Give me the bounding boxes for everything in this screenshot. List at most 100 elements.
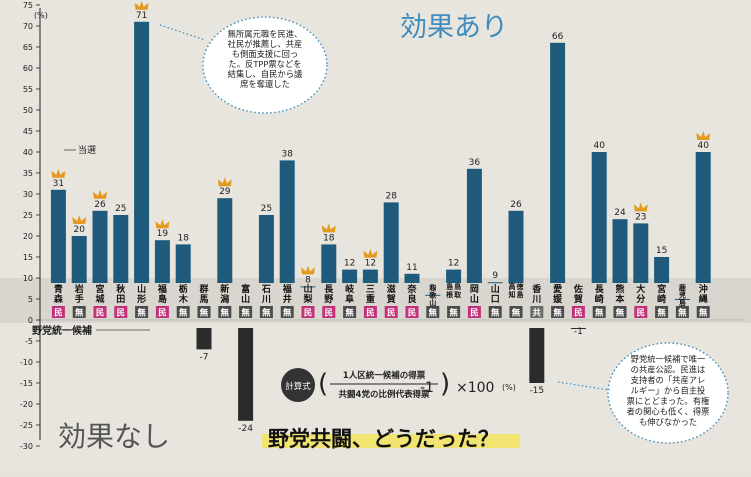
- category-label: 石: [261, 284, 271, 295]
- category-label: 福: [282, 283, 292, 295]
- bar: [175, 244, 191, 283]
- bar-value-label: 31: [53, 179, 64, 189]
- candidate-badge-label: 無: [678, 308, 687, 319]
- crown-icon: [155, 219, 170, 229]
- candidate-badge: [405, 306, 419, 318]
- category-label: 岐: [345, 283, 355, 295]
- category-label: 島: [446, 282, 453, 291]
- top-note-line: 席を奪還した: [240, 79, 290, 89]
- category-label: 青: [54, 283, 63, 295]
- bar: [654, 257, 670, 283]
- bar: [695, 152, 711, 283]
- category-label: 川: [261, 294, 271, 305]
- candidate-badge-label: 無: [429, 308, 438, 319]
- bar-value-label: 8: [305, 275, 311, 285]
- formula: 計算式 ( 1人区統一候補の得票 共闘4党の比例代表得票 -1 ) ×100 (…: [281, 368, 516, 402]
- category-label: 梨: [302, 293, 313, 305]
- y-tick-label: 35: [23, 169, 33, 178]
- candidate-badge: [655, 306, 669, 318]
- category-label: 縄: [699, 293, 708, 305]
- candidate-badge-label: 無: [221, 308, 230, 319]
- candidate-badge: [280, 306, 294, 318]
- bar-value-label: 9: [492, 271, 498, 281]
- crown-icon: [134, 0, 149, 10]
- bar: [570, 328, 586, 329]
- bar-value-label: 23: [635, 212, 646, 222]
- bar: [383, 202, 399, 283]
- category-label: 知: [508, 290, 516, 299]
- bar-value-label: 25: [115, 204, 126, 214]
- candidate-badge-label: 無: [345, 308, 354, 319]
- y-tick-label: -10: [20, 358, 33, 367]
- category-label: 和: [428, 283, 436, 292]
- crown-icon: [51, 168, 66, 178]
- crown-icon: [363, 248, 378, 258]
- bottom-note-line: ルギー」から自主投: [631, 386, 706, 396]
- candidate-badge-label: 民: [574, 309, 583, 319]
- formula-numerator: 1人区統一候補の得票: [343, 370, 426, 381]
- bar-value-label: -15: [529, 386, 544, 396]
- candidate-badge-label: 民: [158, 309, 167, 319]
- category-label: 根: [446, 290, 453, 299]
- formula-unit: (%): [502, 383, 516, 392]
- candidate-badge: [343, 306, 357, 318]
- category-label: 重: [366, 293, 375, 305]
- bar: [466, 168, 482, 283]
- category-label: 山: [137, 283, 146, 295]
- category-label: 馬: [198, 294, 208, 305]
- candidate-badge-label: 民: [325, 309, 334, 319]
- category-label: 新: [220, 283, 229, 295]
- candidate-badge: [571, 306, 585, 318]
- candidate-badge: [259, 306, 273, 318]
- bar: [238, 328, 254, 421]
- bar-value-label: 5: [680, 288, 686, 298]
- bar-value-label: 12: [365, 259, 376, 269]
- category-label: 良: [407, 293, 416, 305]
- candidate-badge: [696, 306, 710, 318]
- candidate-badge: [613, 306, 627, 318]
- candidate-badge-label: 無: [512, 308, 521, 319]
- candidate-badge: [488, 306, 502, 318]
- category-label: 宮: [95, 283, 104, 295]
- category-label: 栃: [179, 283, 188, 295]
- candidate-badge: [239, 306, 253, 318]
- category-label: 沖: [699, 283, 708, 295]
- y-tick-label: 45: [23, 127, 33, 136]
- bar-value-label: 40: [697, 141, 709, 151]
- top-note-line: た。反TPP票などを: [228, 59, 301, 69]
- bar-value-label: 38: [281, 149, 293, 159]
- bar-value-label: 24: [614, 208, 626, 218]
- bar: [300, 286, 316, 288]
- candidate-badge-label: 無: [283, 308, 292, 319]
- candidate-badge: [509, 306, 523, 318]
- crown-icon: [93, 189, 107, 199]
- candidate-badge: [447, 306, 461, 318]
- bar-value-label: 36: [469, 158, 481, 168]
- crown-icon: [72, 215, 87, 224]
- bar: [321, 244, 337, 283]
- category-label: 取: [454, 290, 462, 299]
- candidate-label: 野党統一候補: [32, 324, 92, 337]
- category-label: 井: [283, 293, 292, 305]
- bar: [487, 282, 503, 284]
- bar: [342, 269, 358, 283]
- y-tick-label: -20: [20, 400, 33, 409]
- category-label: 愛: [553, 283, 562, 295]
- y-tick-label: 75: [23, 1, 33, 10]
- top-note-line: 結集し、自民から議: [228, 69, 303, 79]
- category-label: 山: [470, 293, 479, 305]
- y-unit-label: (%): [34, 11, 48, 20]
- bar: [591, 152, 607, 283]
- category-label: 山: [241, 293, 250, 305]
- candidate-badge-label: 無: [491, 308, 500, 319]
- y-tick-label: -15: [20, 379, 33, 388]
- candidate-badge-label: 民: [96, 309, 105, 319]
- category-label: 賀: [386, 293, 396, 305]
- effect-yes-label: 効果あり: [400, 12, 508, 43]
- category-label: 山: [429, 298, 436, 307]
- bottom-note-line: の共産公認。民進は: [631, 365, 706, 375]
- category-label: 野: [324, 294, 333, 305]
- bar-value-label: 26: [94, 200, 106, 210]
- bar: [134, 21, 150, 284]
- y-tick-label: 20: [23, 232, 33, 241]
